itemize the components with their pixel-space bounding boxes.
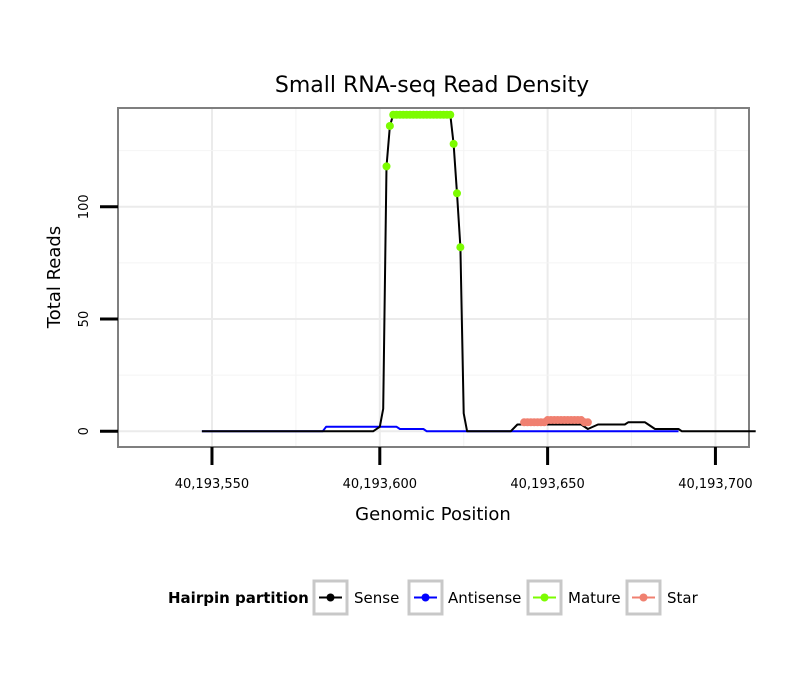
legend-point-mature [540, 593, 549, 602]
legend-point-star [639, 593, 648, 602]
series-point-mature [446, 110, 455, 119]
legend-point-antisense [421, 593, 430, 602]
x-tick-label: 40,193,650 [510, 477, 584, 492]
y-tick-label: 100 [77, 194, 92, 219]
plot-panel [117, 107, 750, 448]
y-tick-label: 0 [77, 427, 92, 435]
legend-label-sense: Sense [354, 589, 399, 607]
chart-title: Small RNA-seq Read Density [275, 73, 589, 98]
series-lines [201, 113, 756, 433]
series-point-mature [382, 162, 391, 171]
series-point-star [583, 418, 592, 427]
legend-label-antisense: Antisense [448, 589, 521, 607]
series-line-sense [201, 113, 756, 433]
legend-point-sense [326, 593, 335, 602]
x-tick-label: 40,193,700 [678, 477, 752, 492]
y-axis-label: Total Reads [44, 226, 65, 329]
series-points [382, 110, 592, 427]
legend: Hairpin partition Sense Antisense Mature St… [168, 579, 699, 616]
y-axis: 0 50 100 [77, 194, 118, 435]
x-axis: 40,193,550 40,193,600 40,193,650 40,193,700 [175, 447, 753, 492]
legend-title: Hairpin partition [168, 589, 309, 607]
legend-label-mature: Mature [568, 589, 621, 607]
series-point-mature [449, 139, 458, 148]
series-point-mature [452, 189, 461, 198]
y-tick-label: 50 [77, 311, 92, 328]
x-axis-label: Genomic Position [355, 504, 511, 525]
series-point-mature [385, 121, 394, 130]
legend-label-star: Star [667, 589, 699, 607]
x-tick-label: 40,193,550 [175, 477, 249, 492]
x-tick-label: 40,193,600 [343, 477, 417, 492]
series-point-mature [456, 243, 465, 252]
